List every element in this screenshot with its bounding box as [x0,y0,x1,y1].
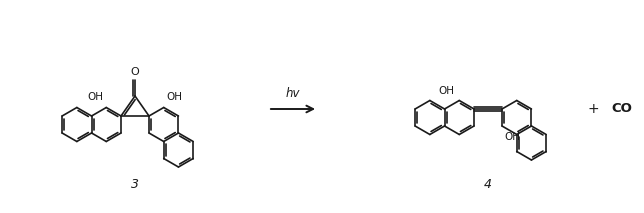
Text: OH: OH [88,92,103,102]
Text: +: + [587,102,599,116]
Text: O: O [131,67,139,77]
Text: CO: CO [612,102,632,115]
Text: OH: OH [504,132,520,142]
Text: 3: 3 [131,178,139,191]
Text: OH: OH [167,92,183,102]
Text: 4: 4 [484,178,492,191]
Text: hv: hv [286,87,300,100]
Text: OH: OH [439,85,454,95]
